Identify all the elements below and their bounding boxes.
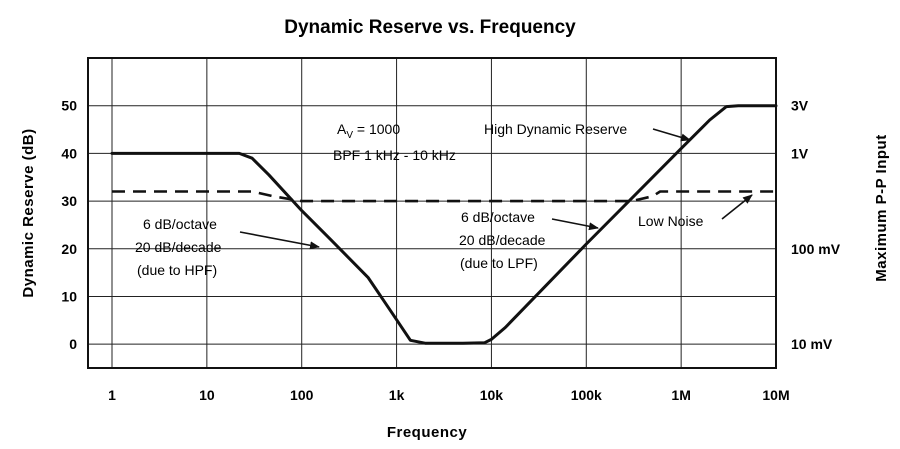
- x-tick-label: 1: [108, 387, 116, 403]
- gain-annotation: AV = 1000: [337, 121, 400, 141]
- axis-ticks: 1 10 100 1k 10k 100k 1M 10M 0 10 20 30 40 50 3V 1V 100 m…: [61, 98, 840, 403]
- y2-axis-title: Maximum P-P Input: [873, 134, 890, 281]
- y-tick-label: 10: [61, 288, 77, 304]
- series-line-low-noise: [112, 190, 776, 203]
- high-dynamic-reserve-label: High Dynamic Reserve: [484, 121, 627, 137]
- grid: [88, 58, 777, 368]
- x-tick-label: 100k: [571, 387, 602, 403]
- gain-subscript: V: [346, 130, 353, 141]
- annotations: AV = 1000 BPF 1 kHz - 10 kHz 6 dB/octave…: [135, 121, 753, 278]
- lpf-slope-octave-label: 6 dB/octave: [461, 209, 535, 225]
- y2-tick-label: 1V: [791, 145, 809, 161]
- x-tick-label: 10k: [480, 387, 504, 403]
- x-axis-title: Frequency: [387, 424, 468, 441]
- gain-prefix: A: [337, 121, 347, 137]
- y2-tick-label: 10 mV: [791, 336, 833, 352]
- lpf-cause-label: (due to LPF): [460, 255, 538, 271]
- x-tick-label: 10: [199, 387, 215, 403]
- hpf-slope-decade-label: 20 dB/decade: [135, 239, 222, 255]
- y-tick-label: 50: [61, 98, 77, 114]
- y-axis-title: Dynamic Reserve (dB): [20, 128, 37, 297]
- series-line-high-dynamic-reserve: [110, 104, 778, 345]
- hpf-pointer-arrow: [239, 231, 320, 250]
- high-reserve-pointer-arrow: [652, 128, 691, 142]
- gain-value: = 1000: [353, 121, 400, 137]
- x-tick-label: 10M: [762, 387, 789, 403]
- chart-title: Dynamic Reserve vs. Frequency: [284, 17, 576, 38]
- hpf-cause-label: (due to HPF): [137, 262, 217, 278]
- low-noise-pointer-arrow: [721, 194, 753, 220]
- y2-tick-label: 100 mV: [791, 241, 841, 257]
- x-tick-label: 1k: [389, 387, 405, 403]
- y-tick-label: 20: [61, 241, 77, 257]
- bpf-annotation: BPF 1 kHz - 10 kHz: [333, 147, 456, 163]
- low-noise-label: Low Noise: [638, 213, 704, 229]
- x-tick-label: 1M: [671, 387, 690, 403]
- hpf-slope-octave-label: 6 dB/octave: [143, 216, 217, 232]
- lpf-pointer-arrow: [551, 218, 599, 231]
- y2-tick-label: 3V: [791, 98, 809, 114]
- x-tick-label: 100: [290, 387, 314, 403]
- plot-series: [110, 104, 778, 345]
- plot-frame: [87, 57, 777, 369]
- y-tick-label: 0: [69, 336, 77, 352]
- lpf-slope-decade-label: 20 dB/decade: [459, 232, 546, 248]
- y-tick-label: 40: [61, 145, 77, 161]
- y-tick-label: 30: [61, 193, 77, 209]
